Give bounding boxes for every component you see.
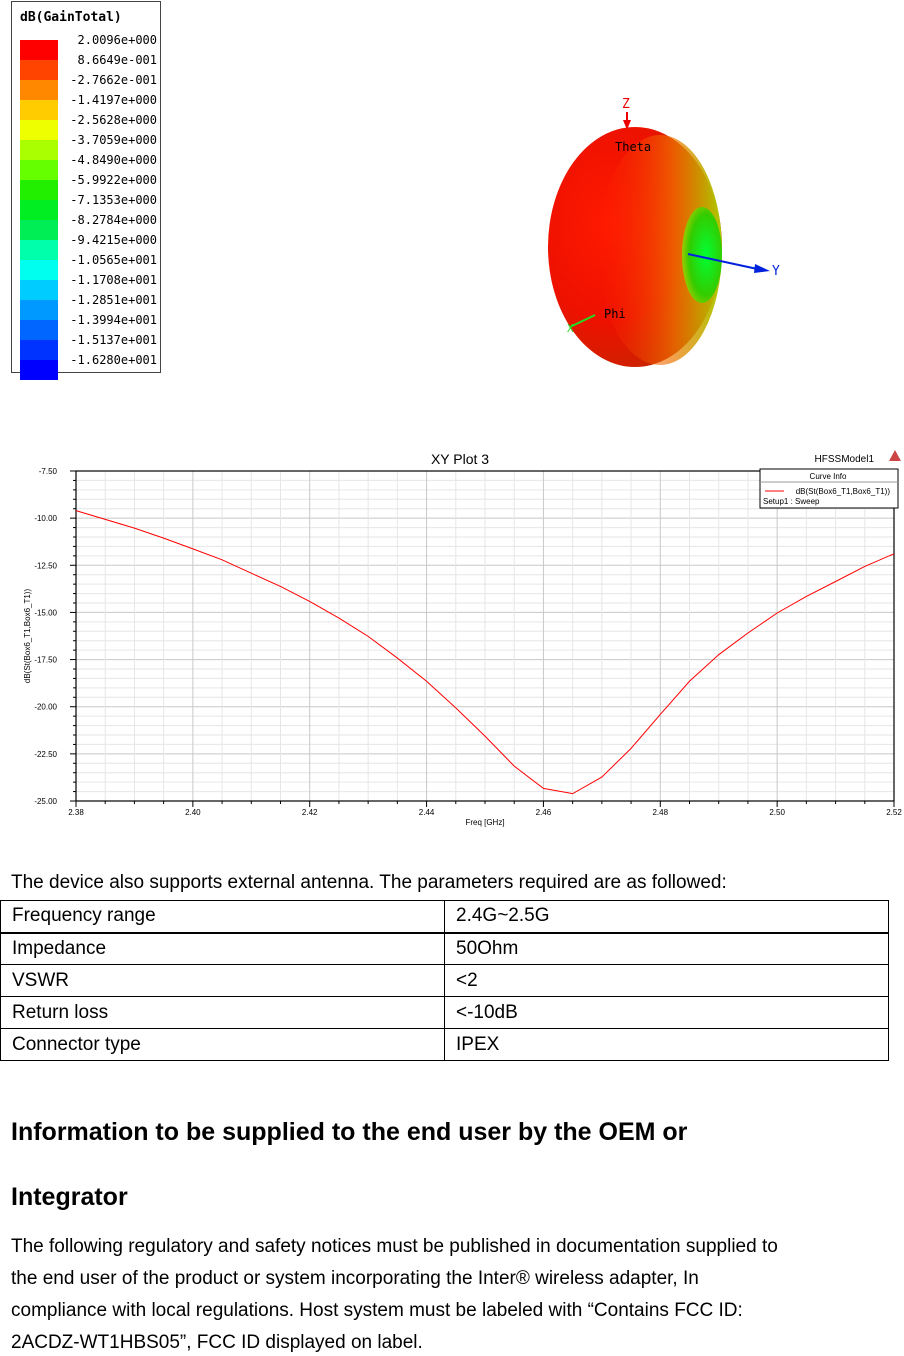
legend-level: -1.2851e+001 <box>70 293 157 307</box>
legend-level: -2.7662e-001 <box>70 73 157 87</box>
legend-swatch <box>20 140 58 160</box>
paragraph-line: compliance with local regulations. Host … <box>11 1300 743 1321</box>
section-heading-cont: Integrator <box>11 1183 128 1211</box>
model-label: HFSSModel1 <box>815 454 875 465</box>
param-value: 2.4G~2.5G <box>444 900 889 934</box>
legend-setup: Setup1 : Sweep <box>763 497 820 506</box>
x-tick-label: 2.44 <box>419 808 435 817</box>
legend-swatch <box>20 200 58 220</box>
phi-label: Phi <box>604 307 626 321</box>
param-name: VSWR <box>0 964 445 997</box>
legend-level: -1.3994e+001 <box>70 313 157 327</box>
pattern-hole <box>682 207 722 303</box>
legend-swatch <box>20 180 58 200</box>
table-row: Connector type IPEX <box>0 1028 889 1061</box>
table-row: Frequency range 2.4G~2.5G <box>0 900 889 934</box>
legend-swatch <box>20 40 58 60</box>
legend-swatch <box>20 60 58 80</box>
param-name: Impedance <box>0 932 445 965</box>
gain-color-legend: dB(GainTotal) 2.0096e+000 8.6649e-001 -2.7… <box>11 1 161 380</box>
legend-level: -1.4197e+000 <box>70 93 157 107</box>
intro-text: The device also supports external antenn… <box>11 872 727 893</box>
y-axis-title: dB(St(Box6_T1,Box6_T1)) <box>23 589 32 684</box>
paragraph-line: The following regulatory and safety noti… <box>11 1236 778 1257</box>
legend-level: -9.4215e+000 <box>70 233 157 247</box>
legend-level: -8.2784e+000 <box>70 213 157 227</box>
legend-swatch <box>20 160 58 180</box>
legend-level: 2.0096e+000 <box>77 33 157 47</box>
y-axis-label: Y <box>772 264 780 279</box>
y-tick-label: -20.00 <box>34 703 57 712</box>
legend-swatch <box>20 240 58 260</box>
x-tick-label: 2.38 <box>68 808 84 817</box>
y-tick-label: -22.50 <box>34 750 57 759</box>
legend-swatch <box>20 100 58 120</box>
x-axis-label: X <box>567 322 574 335</box>
param-name: Frequency range <box>0 900 445 934</box>
series-line <box>75 510 895 795</box>
antenna-parameters-table: Frequency range 2.4G~2.5G Impedance 50Ohm VS… <box>0 900 889 1061</box>
table-row: Return loss <-10dB <box>0 996 889 1029</box>
legend-level: -1.1708e+001 <box>70 273 157 287</box>
x-tick-label: 2.42 <box>302 808 318 817</box>
legend-swatch <box>20 260 58 280</box>
y-tick-label: -17.50 <box>34 656 57 665</box>
paragraph-line: the end user of the product or system in… <box>11 1268 699 1289</box>
y-tick-label: -15.00 <box>34 608 57 617</box>
legend-swatch <box>20 80 58 100</box>
param-value: <2 <box>444 964 889 997</box>
legend-level: -2.5628e+000 <box>70 113 157 127</box>
curve-info-box <box>759 468 899 509</box>
legend-level: -1.5137e+001 <box>70 333 157 347</box>
legend-series-name: dB(St(Box6_T1,Box6_T1)) <box>796 487 891 496</box>
legend-swatch <box>20 360 58 380</box>
x-tick-label: 2.48 <box>652 808 668 817</box>
x-tick-label: 2.40 <box>185 808 201 817</box>
legend-level: -4.8490e+000 <box>70 153 157 167</box>
x-tick-label: 2.52 <box>886 808 902 817</box>
legend-swatch <box>20 300 58 320</box>
x-axis-title: Freq [GHz] <box>465 818 504 827</box>
paragraph-line: 2ACDZ-WT1HBS05”, FCC ID displayed on lab… <box>11 1332 423 1353</box>
3d-radiation-pattern: Z Theta Y X Phi <box>548 97 780 367</box>
legend-swatch <box>20 320 58 340</box>
legend-level: -7.1353e+000 <box>70 193 157 207</box>
legend-level: -3.7059e+000 <box>70 133 157 147</box>
legend-swatch <box>20 340 58 360</box>
x-tick-label: 2.46 <box>536 808 552 817</box>
legend-swatch <box>20 120 58 140</box>
legend-swatch <box>20 280 58 300</box>
xy-plot: -7.50 -10.00 -12.50 -15.00 -17.50 -20.00 -22.5… <box>23 450 902 827</box>
z-axis-label: Z <box>622 97 630 112</box>
legend-level: 8.6649e-001 <box>77 53 157 67</box>
legend-title: dB(GainTotal) <box>20 10 122 25</box>
param-value: 50Ohm <box>444 932 889 965</box>
param-name: Connector type <box>0 1028 445 1061</box>
table-row: VSWR <2 <box>0 964 889 997</box>
param-value: <-10dB <box>444 996 889 1029</box>
legend-level: -1.6280e+001 <box>70 353 157 367</box>
param-value: IPEX <box>444 1028 889 1061</box>
y-tick-label: -7.50 <box>39 467 58 476</box>
table-row: Impedance 50Ohm <box>0 932 889 965</box>
curve-info-title: Curve Info <box>810 472 847 481</box>
y-tick-label: -25.00 <box>34 797 57 806</box>
x-tick-label: 2.50 <box>769 808 785 817</box>
legend-level: -1.0565e+001 <box>70 253 157 267</box>
ansoft-logo <box>889 450 901 461</box>
section-heading: Information to be supplied to the end us… <box>11 1118 688 1146</box>
y-tick-label: -10.00 <box>34 514 57 523</box>
legend-swatch <box>20 220 58 240</box>
legend-level: -5.9922e+000 <box>70 173 157 187</box>
y-tick-label: -12.50 <box>34 561 57 570</box>
theta-label: Theta <box>615 140 651 154</box>
param-name: Return loss <box>0 996 445 1029</box>
chart-title: XY Plot 3 <box>431 451 489 467</box>
